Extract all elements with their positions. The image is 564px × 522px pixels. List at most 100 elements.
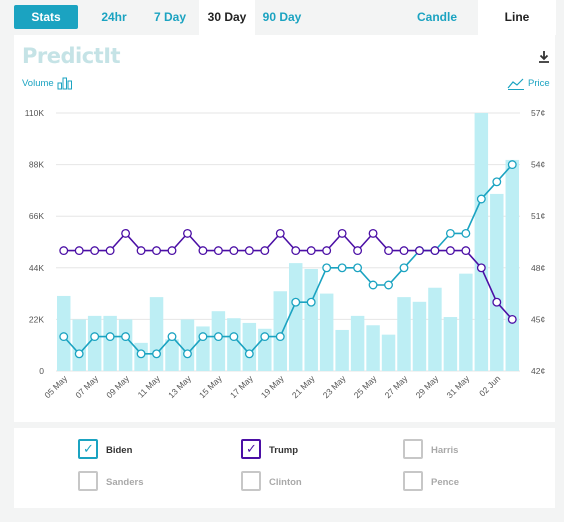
y-right-tick-label: 48¢ [531,263,545,273]
x-tick-label: 11 May [136,373,163,400]
volume-bar [397,297,411,371]
trump-price-point [445,246,455,256]
x-tick-label: 21 May [290,373,317,400]
trump-price-point [507,314,517,324]
trump-price-point [306,246,316,256]
biden-price-point [445,228,455,238]
biden-price-point [90,332,100,342]
price-volume-chart: 0 22K 44K 66K 88K 110K 42¢ 45¢ 48¢ 51¢ 54¢ 57¢ 05 Ma… [25,108,546,400]
trump-price-point [337,228,347,238]
tab-30day[interactable]: 30 Day [199,0,255,35]
x-tick-label: 29 May [414,373,441,400]
x-tick-label: 09 May [104,373,131,400]
volume-bar [381,334,396,371]
volume-bar [118,319,133,371]
trump-price-line [63,232,513,320]
biden-price-point [229,332,239,342]
trump-price-point [74,246,84,256]
volume-bar [350,315,365,371]
biden-price-point [152,349,161,359]
volume-bar [459,273,473,371]
checkbox-harris[interactable] [403,439,423,459]
label-clinton[interactable]: Clinton [269,477,302,488]
download-icon[interactable] [537,50,551,64]
trump-price-point [275,228,285,238]
biden-price-point [291,297,301,307]
checkbox-trump[interactable]: ✓ [241,439,261,459]
trump-price-point [121,228,131,238]
biden-price-point [244,349,254,359]
trump-price-point [260,246,270,256]
tab-candle[interactable]: Candle [416,10,457,24]
y-left-tick-label: 22K [29,314,44,324]
y-left-tick-label: 110K [25,108,45,118]
price-legend-label: Price [528,78,550,89]
biden-price-point [167,332,177,342]
y-right-tick-label: 57¢ [531,108,545,118]
label-biden[interactable]: Biden [106,445,133,456]
label-trump[interactable]: Trump [269,445,299,456]
volume-bar [289,263,303,371]
trump-price-point [136,246,146,256]
tab-90day[interactable]: 90 Day [262,10,302,24]
biden-price-point [507,160,517,170]
volume-legend-label: Volume [22,78,54,89]
biden-price-point [492,177,502,187]
trump-price-point [476,263,486,273]
biden-price-point [183,349,192,359]
predictit-logo: PredictIt [22,44,121,68]
y-left-tick-label: 44K [29,263,44,273]
x-tick-label: 19 May [259,373,286,400]
trump-price-point [183,228,192,238]
candidate-legend [14,428,555,508]
y-left-tick-label: 0 [39,366,44,376]
trump-price-point [399,246,409,256]
trump-price-point [353,246,363,256]
biden-price-point [105,332,115,342]
line-chart-icon [507,78,524,90]
volume-bar [211,311,226,371]
x-tick-label: 07 May [73,373,100,400]
label-harris[interactable]: Harris [431,445,459,456]
y-right-tick-label: 42¢ [531,366,545,376]
tab-7day[interactable]: 7 Day [153,10,187,24]
y-left-tick-label: 88K [29,160,44,170]
y-left-tick-label: 66K [29,211,44,221]
x-tick-label: 27 May [383,373,410,400]
x-tick-label: 13 May [166,373,193,400]
trump-price-point [213,246,223,256]
trump-price-point [368,228,378,238]
x-tick-label: 25 May [352,373,379,400]
label-pence[interactable]: Pence [431,477,459,488]
checkbox-sanders[interactable] [78,471,98,491]
volume-bar [490,193,504,371]
biden-price-point [213,332,223,342]
trump-price-point [461,246,471,256]
y-right-tick-label: 51¢ [531,211,545,221]
biden-price-point [399,263,409,273]
biden-price-point [384,280,393,290]
y-right-tick-label: 45¢ [531,314,545,324]
checkbox-biden[interactable]: ✓ [78,439,98,459]
checkbox-clinton[interactable] [241,471,261,491]
tab-24hr[interactable]: 24hr [101,10,127,24]
biden-price-point [353,263,363,273]
volume-bar [319,293,334,371]
x-tick-label: 23 May [321,373,348,400]
checkmark-icon: ✓ [246,441,257,456]
trump-price-point [291,246,301,256]
checkmark-icon: ✓ [83,441,94,456]
tab-line[interactable]: Line [478,0,556,35]
x-tick-label: 31 May [444,373,471,400]
volume-bar [103,315,117,371]
biden-price-point [275,332,285,342]
checkbox-pence[interactable] [403,471,423,491]
x-tick-label: 17 May [228,373,255,400]
tab-stats[interactable]: Stats [14,5,78,29]
label-sanders[interactable]: Sanders [106,477,144,488]
volume-bar [72,319,86,371]
trump-price-point [384,246,393,256]
biden-price-point [306,297,316,307]
biden-price-point [368,280,378,290]
volume-bar [149,297,164,371]
